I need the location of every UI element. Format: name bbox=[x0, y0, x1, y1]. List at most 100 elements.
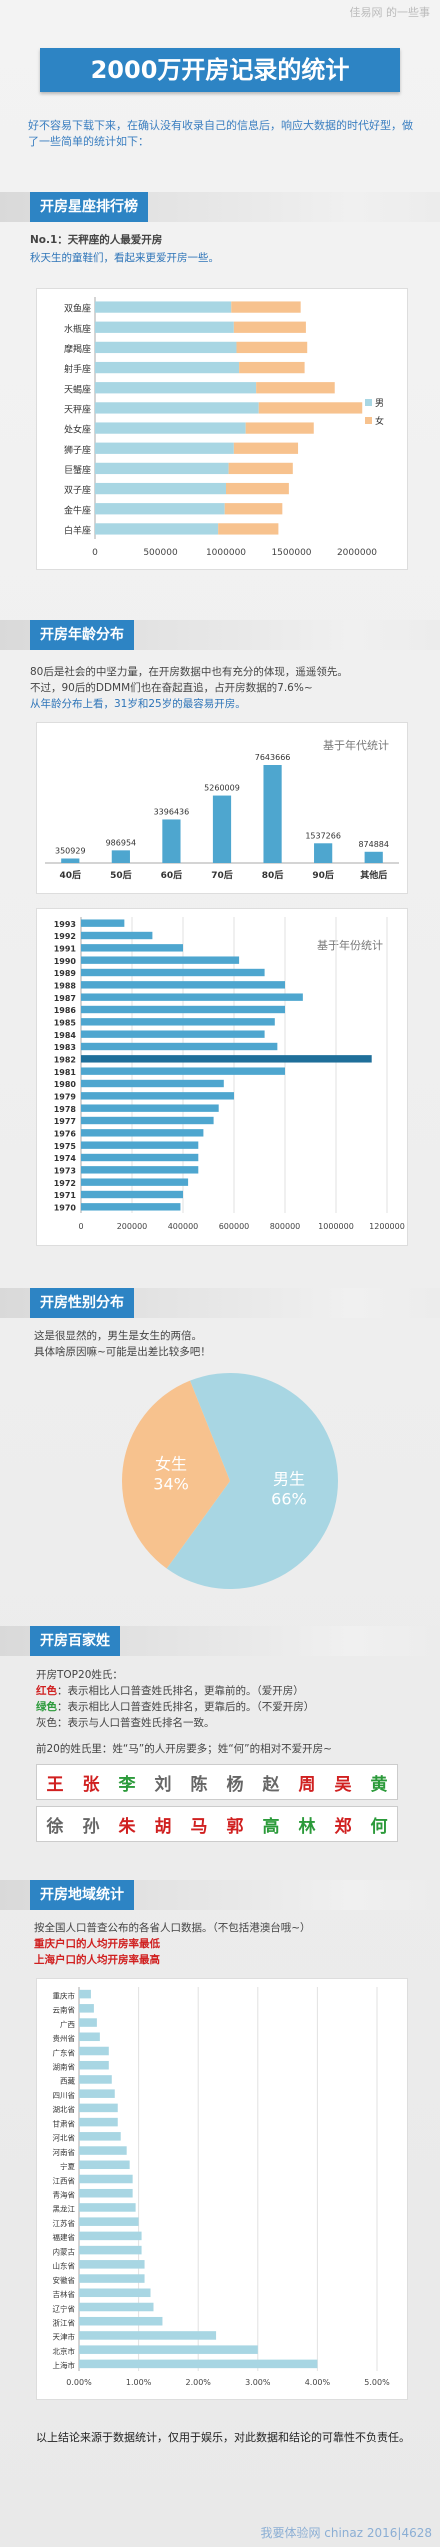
age-decade-chart: 基于年代统计 350929 40后 986954 50后 3396436 60后 526000… bbox=[45, 738, 399, 881]
surname-cell: 马 bbox=[190, 1816, 208, 1837]
category-label: 湖南省 bbox=[53, 2061, 76, 2071]
surname-note: 前20的姓氏里：姓“马”的人开房要多；姓“何”的相对不爱开房~ bbox=[36, 1743, 332, 1755]
bar bbox=[79, 2345, 258, 2354]
bar-男 bbox=[95, 321, 234, 333]
category-label: 河北省 bbox=[53, 2133, 76, 2143]
category-label: 1987 bbox=[54, 994, 76, 1003]
surname-cell: 刘 bbox=[154, 1774, 172, 1795]
bar bbox=[81, 981, 285, 989]
legend-gray-text: ：表示与人口普查姓氏排名一致。 bbox=[57, 1717, 215, 1729]
zodiac-line2: 秋天生的童鞋们，看起来更爱开房一些。 bbox=[30, 252, 219, 264]
category-label: 双鱼座 bbox=[64, 303, 91, 315]
category-label: 西藏 bbox=[60, 2076, 75, 2086]
section-title-surname: 开房百家姓 bbox=[30, 1626, 120, 1656]
slice-label: 女生 bbox=[155, 1455, 187, 1474]
category-label: 1973 bbox=[54, 1167, 76, 1176]
surname-cell: 张 bbox=[82, 1774, 100, 1795]
category-label: 福建省 bbox=[53, 2232, 76, 2242]
category-label: 1983 bbox=[54, 1043, 76, 1052]
legend-label: 男 bbox=[375, 398, 384, 409]
surname-line1: 开房TOP20姓氏： bbox=[36, 1669, 123, 1681]
gender-line2: 具体啥原因嘛~可能是出差比较多吧！ bbox=[34, 1346, 211, 1358]
bar bbox=[79, 2217, 139, 2226]
page-title: 2000万开房记录的统计 bbox=[40, 48, 400, 92]
surname-cell: 陈 bbox=[190, 1774, 208, 1795]
surname-row-1: 王张李刘陈杨赵周吴黄 bbox=[36, 1764, 398, 1800]
bar bbox=[79, 2260, 145, 2269]
category-label: 1970 bbox=[54, 1204, 77, 1213]
bar-男 bbox=[95, 442, 234, 454]
surname-cell: 朱 bbox=[118, 1816, 136, 1837]
bar-女 bbox=[228, 462, 293, 475]
bar bbox=[263, 765, 282, 863]
region-line2: 重庆户口的人均开房率最低 bbox=[34, 1938, 160, 1950]
bar bbox=[81, 1018, 275, 1026]
bar bbox=[79, 2103, 118, 2113]
category-label: 1977 bbox=[54, 1117, 76, 1126]
bar bbox=[81, 1030, 265, 1038]
category-label: 80后 bbox=[262, 869, 284, 881]
bar bbox=[314, 843, 333, 863]
data-label: 7643666 bbox=[255, 753, 291, 762]
legend-label: 女 bbox=[375, 415, 384, 427]
zodiac-line1: No.1：天秤座的人最爱开房 bbox=[30, 234, 163, 246]
x-tick-label: 400000 bbox=[168, 1222, 199, 1231]
region-footer: 以上结论来源于数据统计，仅用于娱乐，对此数据和结论的可靠性不负责任。 bbox=[36, 2431, 410, 2444]
category-label: 吉林省 bbox=[53, 2289, 76, 2299]
bar bbox=[79, 2146, 127, 2155]
x-tick-label: 2000000 bbox=[337, 548, 377, 558]
category-label: 1972 bbox=[54, 1179, 76, 1188]
category-label: 贵州省 bbox=[53, 2033, 76, 2043]
x-tick-label: 200000 bbox=[117, 1222, 148, 1231]
category-label: 四川省 bbox=[53, 2090, 76, 2100]
surname-cell: 赵 bbox=[262, 1774, 280, 1795]
bar bbox=[79, 2231, 142, 2241]
pie-slice-男生 bbox=[166, 1373, 338, 1589]
bar bbox=[81, 968, 265, 977]
section-title-gender: 开房性别分布 bbox=[30, 1288, 134, 1318]
x-tick-label: 1200000 bbox=[369, 1222, 405, 1231]
bar-男 bbox=[95, 523, 219, 535]
bar bbox=[79, 2316, 163, 2326]
category-label: 云南省 bbox=[53, 2005, 76, 2015]
surname-cell: 胡 bbox=[154, 1816, 172, 1837]
bar bbox=[81, 993, 303, 1001]
category-label: 1980 bbox=[54, 1080, 77, 1089]
legend-swatch bbox=[365, 417, 372, 424]
bar bbox=[79, 2032, 100, 2042]
bar bbox=[79, 2274, 145, 2283]
intro-text: 好不容易下载下来，在确认没有收录自己的信息后，响应大数据的时代好型，做了一些简单… bbox=[28, 119, 413, 148]
bar bbox=[111, 850, 130, 863]
surname-cell: 杨 bbox=[226, 1774, 244, 1795]
bar-男 bbox=[95, 301, 232, 313]
bar bbox=[79, 2117, 118, 2127]
chart-title: 基于年份统计 bbox=[317, 938, 383, 952]
data-label: 874884 bbox=[358, 840, 389, 849]
surname-cell: 李 bbox=[118, 1774, 136, 1795]
slice-label: 男生 bbox=[273, 1469, 305, 1488]
bar bbox=[81, 1042, 278, 1051]
category-label: 50后 bbox=[110, 869, 132, 881]
category-label: 水瓶座 bbox=[64, 323, 91, 335]
section-title-region: 开房地域统计 bbox=[30, 1880, 134, 1910]
category-label: 江苏省 bbox=[53, 2218, 76, 2228]
bar-男 bbox=[95, 402, 259, 414]
surname-cell: 林 bbox=[298, 1816, 316, 1837]
data-label: 350929 bbox=[55, 847, 86, 856]
bar-男 bbox=[95, 361, 240, 374]
watermark-bottom: 我要体验网 chinaz 2016|4628 bbox=[260, 2526, 432, 2540]
surname-cell: 何 bbox=[370, 1816, 388, 1837]
category-label: 1990 bbox=[54, 957, 77, 966]
age-line2: 不过，90后的DDMM们也在奋起直追，占开房数据的7.6%~ bbox=[30, 682, 313, 694]
bar bbox=[79, 2089, 115, 2098]
zodiac-chart-panel: 0 500000 1000000 1500000 2000000 双鱼座 水瓶座 摩羯座 射手座… bbox=[36, 288, 408, 570]
category-label: 白羊座 bbox=[64, 525, 91, 537]
legend-red-label: 红色 bbox=[36, 1685, 57, 1697]
category-label: 湖北省 bbox=[53, 2104, 76, 2114]
bar bbox=[79, 2174, 133, 2184]
bar bbox=[81, 956, 240, 964]
bar bbox=[81, 1129, 204, 1137]
bar-女 bbox=[233, 442, 299, 454]
surname-legend-green: 绿色：表示相比人口普查姓氏排名，更靠后的。（不爱开房） bbox=[36, 1700, 314, 1715]
bar-女 bbox=[218, 523, 279, 535]
